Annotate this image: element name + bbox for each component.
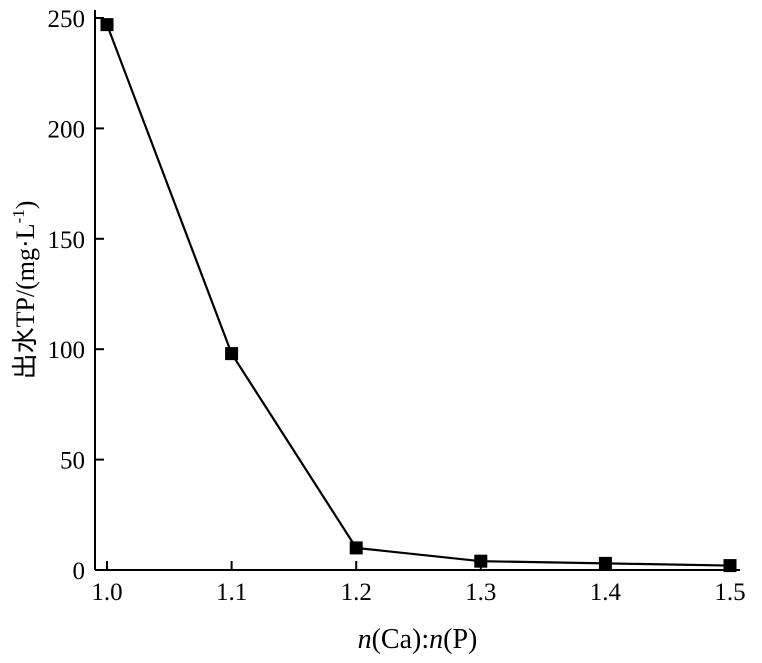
axes	[94, 10, 740, 571]
x-axis-label: n(Ca):n(P)	[358, 624, 478, 655]
data-line	[105, 24, 731, 567]
y-tick-label: 100	[48, 337, 86, 364]
x-tick-label: 1.4	[590, 579, 622, 606]
x-tick-label: 1.3	[465, 579, 496, 606]
data-point-marker	[100, 18, 114, 32]
x-tick-label: 1.2	[341, 579, 372, 606]
x-tick-label: 1.0	[91, 579, 122, 606]
x-tick-label: 1.5	[714, 579, 745, 606]
y-tick-label: 200	[48, 116, 86, 143]
y-tick-label: 50	[60, 448, 85, 475]
data-point-marker	[225, 347, 239, 361]
data-point-marker	[474, 554, 488, 568]
x-tick-label: 1.1	[216, 579, 247, 606]
x-axis: 1.0 1.1 1.2 1.3 1.4 1.5	[91, 561, 746, 606]
data-point-marker	[723, 559, 737, 573]
y-axis: 0 50 100 150 200 250	[48, 6, 104, 585]
data-markers	[100, 18, 737, 573]
data-point-marker	[598, 556, 612, 570]
y-axis-label: 出水TP/(mg·L-1)	[9, 201, 40, 380]
y-tick-label: 150	[48, 227, 86, 254]
y-tick-label: 0	[73, 558, 86, 585]
y-tick-label: 250	[48, 6, 86, 33]
data-point-marker	[349, 541, 363, 555]
